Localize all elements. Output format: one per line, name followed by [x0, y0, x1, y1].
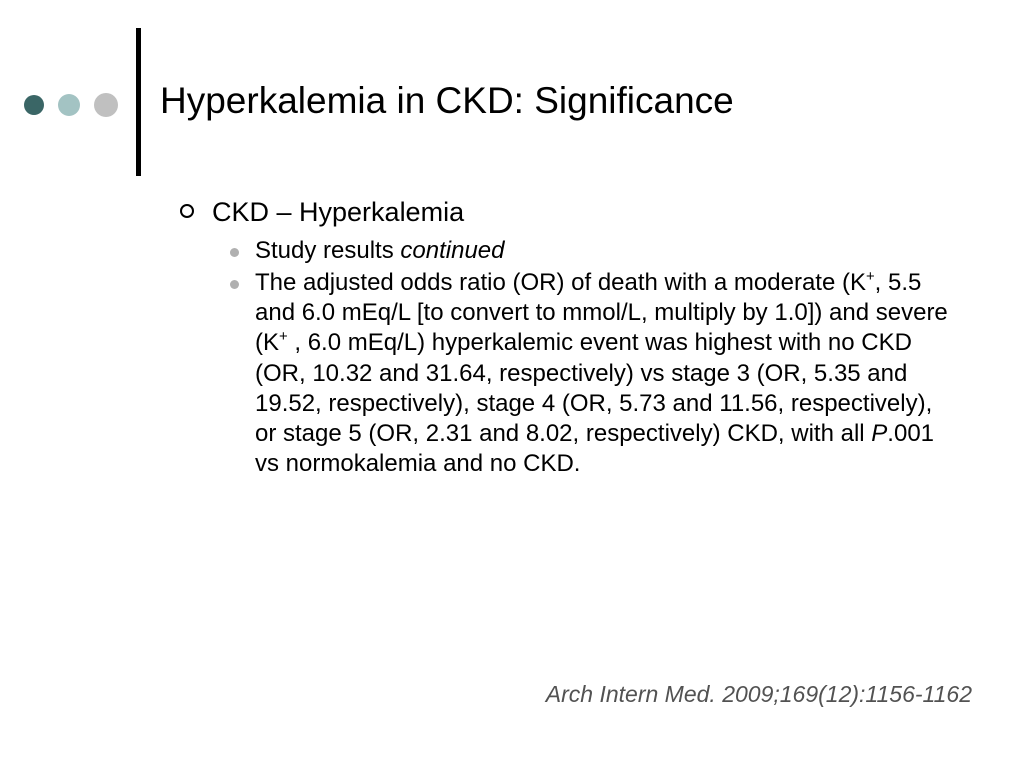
slide-title: Hyperkalemia in CKD: Significance — [160, 80, 734, 122]
list-item: CKD – Hyperkalemia — [180, 196, 960, 230]
list-item-text: Study results continued — [255, 236, 505, 266]
citation-text: Arch Intern Med. 2009;169(12):1156-1162 — [546, 681, 972, 708]
text-run-italic: continued — [400, 237, 504, 264]
slide-body: CKD – Hyperkalemia Study results continu… — [180, 196, 960, 482]
list-item: The adjusted odds ratio (OR) of death wi… — [230, 268, 960, 480]
text-run-italic: P — [871, 420, 887, 447]
dot-icon — [24, 95, 44, 115]
text-run: , 6.0 mEq/L) hyperkalemic event was high… — [255, 329, 932, 447]
decorative-dots — [24, 93, 118, 117]
list-item: Study results continued — [230, 236, 960, 266]
bullet-dot-icon — [230, 248, 239, 257]
list-item-text: The adjusted odds ratio (OR) of death wi… — [255, 268, 960, 480]
dot-icon — [58, 94, 80, 116]
bullet-dot-icon — [230, 280, 239, 289]
superscript: + — [866, 269, 875, 285]
bullet-ring-icon — [180, 204, 194, 218]
list-item-text: CKD – Hyperkalemia — [212, 196, 464, 230]
text-run: Study results — [255, 237, 400, 264]
superscript: + — [279, 329, 288, 345]
text-run: The adjusted odds ratio (OR) of death wi… — [255, 269, 866, 296]
vertical-divider — [136, 28, 141, 176]
dot-icon — [94, 93, 118, 117]
